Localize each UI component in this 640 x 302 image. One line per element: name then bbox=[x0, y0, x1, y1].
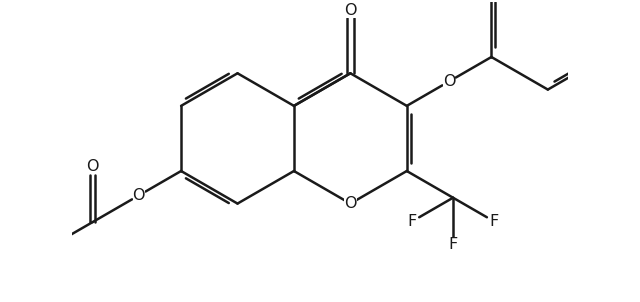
Text: O: O bbox=[344, 196, 356, 211]
Text: F: F bbox=[408, 214, 417, 229]
Text: O: O bbox=[344, 3, 356, 18]
Text: F: F bbox=[449, 237, 458, 252]
Text: O: O bbox=[443, 74, 455, 89]
Text: O: O bbox=[86, 159, 99, 174]
Text: F: F bbox=[489, 214, 499, 229]
Text: O: O bbox=[132, 188, 145, 203]
